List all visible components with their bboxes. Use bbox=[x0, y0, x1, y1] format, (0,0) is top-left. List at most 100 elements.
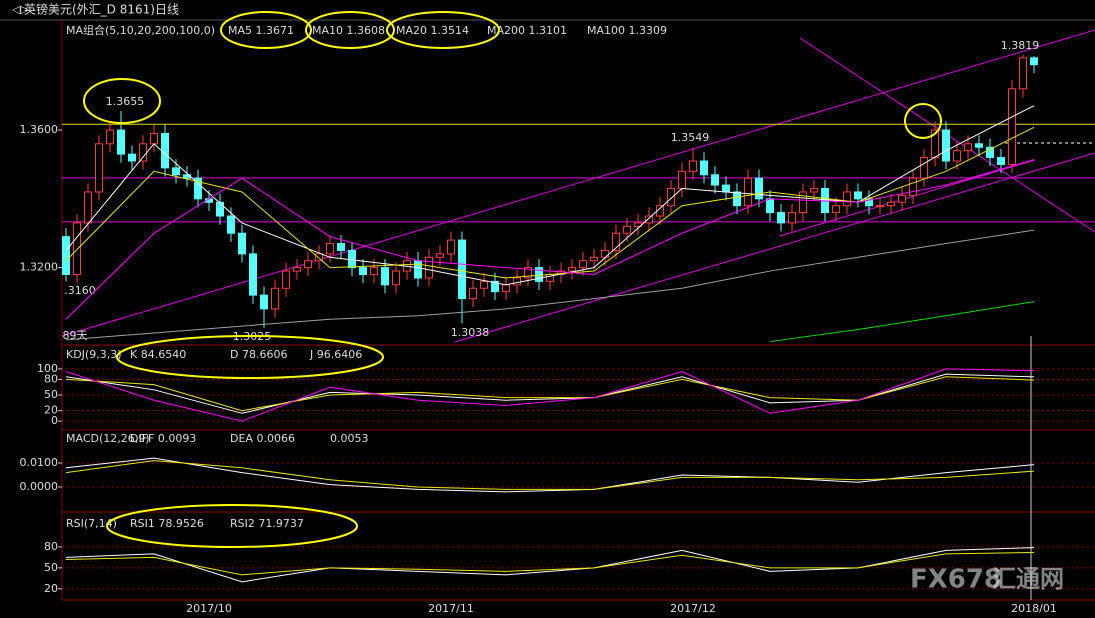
nav-icon[interactable]: ◁▷ bbox=[12, 3, 29, 16]
indicator-line bbox=[65, 373, 1035, 414]
y-tick-label: 50 bbox=[44, 561, 58, 574]
candle-body bbox=[161, 132, 169, 169]
indicator-line bbox=[65, 457, 1035, 493]
watermark: FX678 bbox=[910, 565, 1002, 595]
candle-body bbox=[1030, 57, 1038, 66]
candle-body bbox=[194, 177, 202, 200]
candle-body bbox=[392, 270, 400, 286]
candle-body bbox=[106, 129, 114, 145]
legend-name: MA100 bbox=[587, 24, 625, 37]
candle-body bbox=[62, 236, 70, 275]
indicator-line bbox=[65, 460, 1035, 490]
candle-body bbox=[271, 287, 279, 310]
panel-title: MACD(12,26,9) bbox=[66, 432, 150, 445]
candle-body bbox=[953, 150, 961, 162]
candle-body bbox=[711, 174, 719, 186]
candle-body bbox=[722, 184, 730, 193]
candle-body bbox=[667, 188, 675, 207]
candle-body bbox=[381, 267, 389, 286]
candle-body bbox=[788, 212, 796, 224]
legend-name: DEA bbox=[230, 432, 253, 445]
candle-body bbox=[854, 191, 862, 200]
legend-entry: MA100 1.3309 bbox=[587, 24, 667, 37]
legend-entry: RSI1 78.9526 bbox=[130, 517, 204, 530]
candle-body bbox=[150, 132, 158, 145]
legend-name: D bbox=[230, 348, 238, 361]
macd-value: 0.0053 bbox=[330, 432, 369, 445]
candle-body bbox=[425, 256, 433, 279]
candle-body bbox=[623, 225, 631, 234]
candle-body bbox=[733, 191, 741, 207]
candle-body bbox=[172, 167, 180, 176]
legend-value: 96.6406 bbox=[317, 348, 363, 361]
candle-body bbox=[304, 260, 312, 269]
y-tick-label: 0.0000 bbox=[20, 480, 59, 493]
legend-entry: RSI2 71.9737 bbox=[230, 517, 304, 530]
candle-body bbox=[590, 256, 598, 262]
candle-body bbox=[491, 280, 499, 293]
candle-body bbox=[568, 267, 576, 272]
legend-name: MA5 bbox=[228, 24, 252, 37]
legend-value: 78.6606 bbox=[242, 348, 288, 361]
indicator-line bbox=[65, 229, 1035, 341]
legend-name: MA20 bbox=[396, 24, 427, 37]
legend-value: 71.9737 bbox=[258, 517, 304, 530]
legend-name: K bbox=[130, 348, 138, 361]
x-tick-label: 2017/12 bbox=[670, 602, 716, 615]
legend-name: RSI1 bbox=[130, 517, 155, 530]
candle-body bbox=[458, 239, 466, 300]
legend-value: 1.3309 bbox=[629, 24, 668, 37]
legend-value: 1.3101 bbox=[529, 24, 568, 37]
candle-body bbox=[326, 243, 334, 255]
indicator-line bbox=[65, 368, 1035, 422]
panel-header: KDJ(9,3,3) bbox=[66, 348, 122, 361]
candle-body bbox=[260, 294, 268, 310]
candle-body bbox=[942, 129, 950, 162]
candle-body bbox=[348, 249, 356, 269]
legend-name: MA10 bbox=[312, 24, 343, 37]
y-tick-label: 0.0100 bbox=[20, 456, 59, 469]
candle-body bbox=[359, 267, 367, 275]
candle-body bbox=[249, 253, 257, 296]
candle-body bbox=[755, 177, 763, 200]
candle-body bbox=[612, 232, 620, 251]
candle-body bbox=[414, 260, 422, 279]
candle-body bbox=[73, 222, 81, 275]
candle-body bbox=[964, 143, 972, 152]
indicator-line bbox=[65, 126, 1035, 279]
annotation: 1.3819 bbox=[1001, 39, 1040, 52]
indicator-line bbox=[65, 105, 1035, 286]
y-tick-label: 1.3200 bbox=[20, 261, 59, 274]
candle-body bbox=[700, 160, 708, 176]
candle-body bbox=[777, 212, 785, 224]
candle-body bbox=[117, 129, 125, 155]
watermark-cn: 汇通网 bbox=[992, 565, 1064, 593]
legend-name: RSI2 bbox=[230, 517, 255, 530]
candle-body bbox=[337, 243, 345, 251]
candle-body bbox=[502, 284, 510, 293]
indicator-line bbox=[769, 301, 1035, 343]
candle-body bbox=[293, 267, 301, 272]
frame bbox=[61, 19, 1095, 601]
legend-entry: MA10 1.3608 bbox=[312, 24, 385, 37]
candle-body bbox=[689, 160, 697, 172]
candle-body bbox=[315, 253, 323, 262]
candle-body bbox=[843, 191, 851, 207]
candle-body bbox=[282, 270, 290, 289]
annotation: 1.3549 bbox=[671, 131, 710, 144]
legend-value: 1.3671 bbox=[256, 24, 295, 37]
legend-value: 1.3514 bbox=[431, 24, 470, 37]
x-tick-label: 2018/01 bbox=[1011, 602, 1057, 615]
candle-body bbox=[480, 280, 488, 289]
candle-body bbox=[370, 267, 378, 275]
indicator-line bbox=[65, 547, 1035, 583]
candle-body bbox=[887, 201, 895, 207]
annotation: 1.3038 bbox=[451, 326, 490, 339]
candle-body bbox=[997, 157, 1005, 165]
y-tick-label: 80 bbox=[44, 540, 58, 553]
legend-entry: DIFF 0.0093 bbox=[130, 432, 196, 445]
candle-body bbox=[436, 253, 444, 258]
annotation: .3160 bbox=[64, 284, 96, 297]
y-tick-label: 50 bbox=[44, 388, 58, 401]
y-tick-label: 80 bbox=[44, 372, 58, 385]
